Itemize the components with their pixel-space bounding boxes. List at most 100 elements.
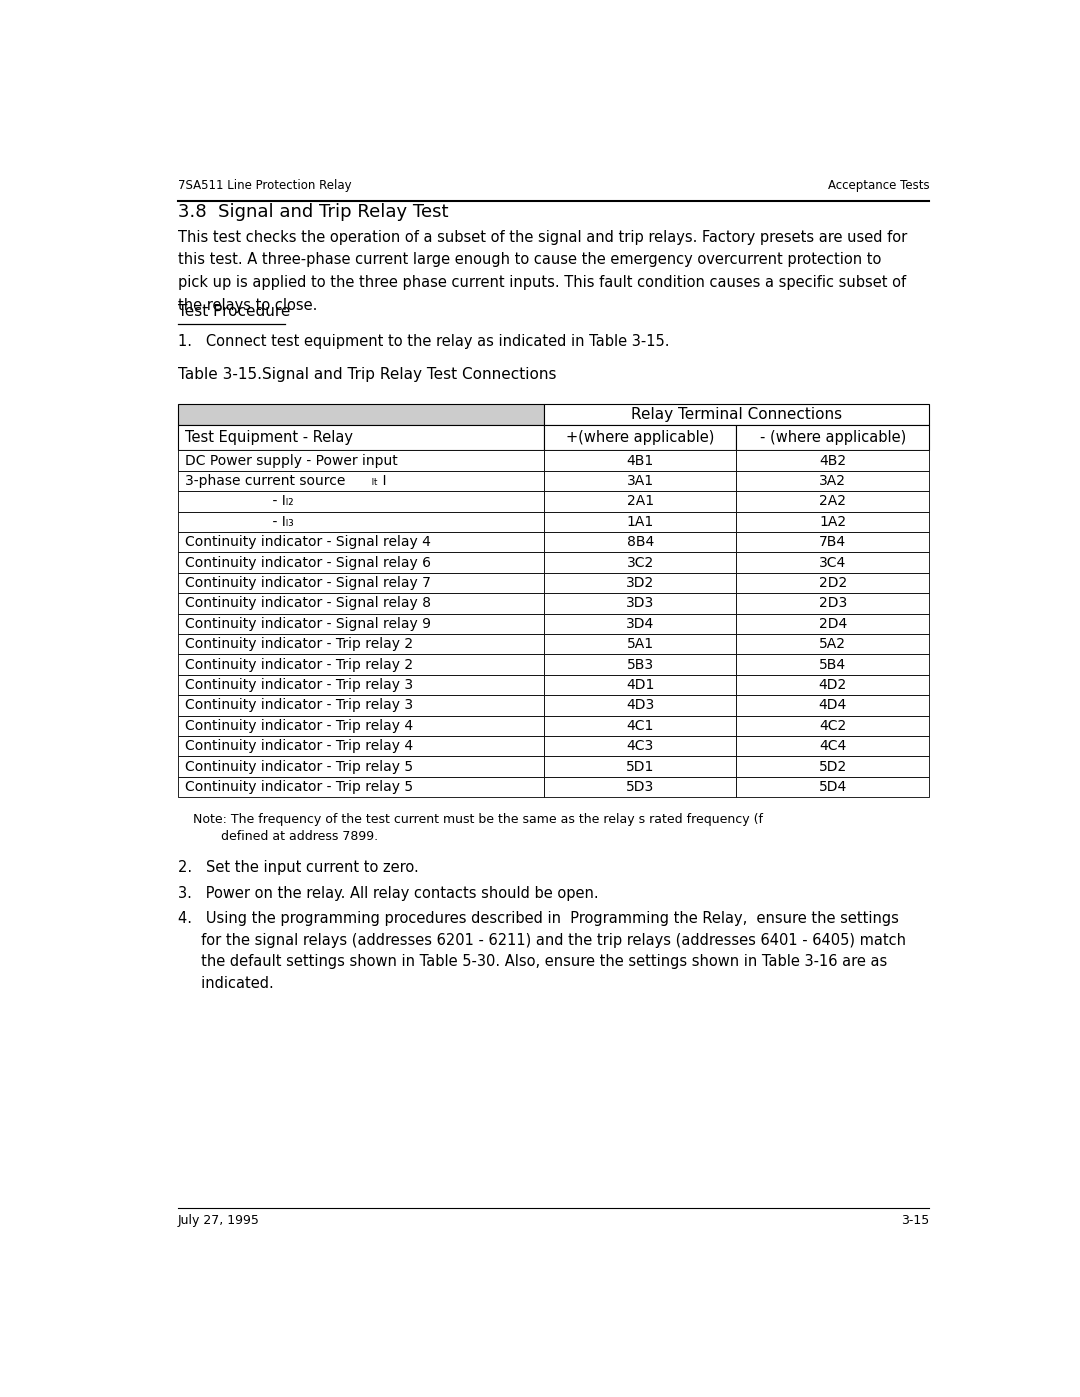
Bar	[737, 426, 930, 450]
Bar	[737, 511, 930, 532]
Text: 2D3: 2D3	[819, 597, 847, 610]
Text: Continuity indicator - Trip relay 5: Continuity indicator - Trip relay 5	[186, 760, 414, 774]
Text: Test Procedure: Test Procedure	[177, 305, 291, 320]
Text: Note: The frequency of the test current must be the same as the relay s rated fr: Note: The frequency of the test current …	[193, 813, 764, 826]
Text: defined at address 7899.: defined at address 7899.	[193, 830, 378, 842]
Text: 2A1: 2A1	[626, 495, 653, 509]
Text: Continuity indicator - Trip relay 2: Continuity indicator - Trip relay 2	[186, 658, 414, 672]
Bar	[544, 613, 737, 634]
Text: 3C4: 3C4	[820, 556, 847, 570]
Text: 5B3: 5B3	[626, 658, 653, 672]
Text: 3.   Power on the relay. All relay contacts should be open.: 3. Power on the relay. All relay contact…	[177, 886, 598, 901]
Text: 3.8  Signal and Trip Relay Test: 3.8 Signal and Trip Relay Test	[177, 203, 448, 221]
Bar	[544, 736, 737, 756]
Bar	[544, 594, 737, 613]
Text: 3A2: 3A2	[820, 474, 847, 488]
Text: 1A2: 1A2	[820, 514, 847, 529]
Text: 5B4: 5B4	[820, 658, 847, 672]
Text: 3-phase current source      ₗₜ I: 3-phase current source ₗₜ I	[186, 474, 387, 488]
Text: Continuity indicator - Trip relay 4: Continuity indicator - Trip relay 4	[186, 719, 414, 733]
Bar	[737, 492, 930, 511]
Bar	[177, 511, 544, 532]
Text: +(where applicable): +(where applicable)	[566, 430, 715, 446]
Text: 5D2: 5D2	[819, 760, 847, 774]
Bar	[177, 777, 544, 798]
Text: Continuity indicator - Trip relay 2: Continuity indicator - Trip relay 2	[186, 637, 414, 651]
Text: 4D2: 4D2	[819, 678, 847, 692]
Bar	[177, 715, 544, 736]
Text: Relay Terminal Connections: Relay Terminal Connections	[631, 408, 842, 422]
Text: Continuity indicator - Signal relay 7: Continuity indicator - Signal relay 7	[186, 576, 431, 590]
Text: Acceptance Tests: Acceptance Tests	[827, 179, 930, 193]
Bar	[544, 511, 737, 532]
Text: 3D3: 3D3	[626, 597, 654, 610]
Bar	[544, 492, 737, 511]
Text: DC Power supply - Power input: DC Power supply - Power input	[186, 454, 399, 468]
Bar	[177, 654, 544, 675]
Text: - Iₗ₃: - Iₗ₃	[186, 514, 294, 529]
Text: 5A1: 5A1	[626, 637, 653, 651]
Bar	[544, 450, 737, 471]
Text: 2.   Set the input current to zero.: 2. Set the input current to zero.	[177, 861, 418, 876]
Text: Continuity indicator - Trip relay 4: Continuity indicator - Trip relay 4	[186, 739, 414, 753]
Bar	[177, 404, 544, 426]
Text: 5D4: 5D4	[819, 780, 847, 793]
Text: 7SA511 Line Protection Relay: 7SA511 Line Protection Relay	[177, 179, 351, 193]
Bar	[177, 613, 544, 634]
Bar	[177, 736, 544, 756]
Text: 2D4: 2D4	[819, 617, 847, 631]
Text: Table 3-15.Signal and Trip Relay Test Connections: Table 3-15.Signal and Trip Relay Test Co…	[177, 367, 556, 383]
Bar	[737, 654, 930, 675]
Text: 4.   Using the programming procedures described in  Programming the Relay,  ensu: 4. Using the programming procedures desc…	[177, 911, 899, 926]
Text: 3A1: 3A1	[626, 474, 653, 488]
Text: 4C1: 4C1	[626, 719, 654, 733]
Bar	[737, 634, 930, 654]
Bar	[737, 736, 930, 756]
Bar	[737, 450, 930, 471]
Text: indicated.: indicated.	[177, 977, 273, 990]
Text: 2D2: 2D2	[819, 576, 847, 590]
Bar	[737, 552, 930, 573]
Bar	[544, 715, 737, 736]
Bar	[737, 777, 930, 798]
Text: 5D1: 5D1	[626, 760, 654, 774]
Text: 4C3: 4C3	[626, 739, 653, 753]
Bar	[177, 756, 544, 777]
Bar	[177, 696, 544, 715]
Text: 1A1: 1A1	[626, 514, 653, 529]
Text: 3D2: 3D2	[626, 576, 654, 590]
Bar	[737, 715, 930, 736]
Bar	[177, 594, 544, 613]
Text: pick up is applied to the three phase current inputs. This fault condition cause: pick up is applied to the three phase cu…	[177, 275, 906, 291]
Bar	[177, 634, 544, 654]
Bar	[177, 450, 544, 471]
Bar	[544, 696, 737, 715]
Bar	[177, 675, 544, 696]
Text: 4D4: 4D4	[819, 698, 847, 712]
Bar	[177, 552, 544, 573]
Bar	[544, 532, 737, 552]
Text: Continuity indicator - Signal relay 8: Continuity indicator - Signal relay 8	[186, 597, 431, 610]
Text: 5D3: 5D3	[626, 780, 654, 793]
Text: - Iₗ₂: - Iₗ₂	[186, 495, 294, 509]
Text: 4B2: 4B2	[820, 454, 847, 468]
Text: This test checks the operation of a subset of the signal and trip relays. Factor: This test checks the operation of a subs…	[177, 229, 907, 244]
Text: Continuity indicator - Signal relay 9: Continuity indicator - Signal relay 9	[186, 617, 431, 631]
Text: 4D3: 4D3	[626, 698, 654, 712]
Bar	[737, 756, 930, 777]
Text: Test Equipment - Relay: Test Equipment - Relay	[186, 430, 353, 446]
Text: 3-15: 3-15	[901, 1214, 930, 1227]
Text: 4C2: 4C2	[820, 719, 847, 733]
Text: 8B4: 8B4	[626, 535, 653, 549]
Text: 3C2: 3C2	[626, 556, 653, 570]
Bar	[544, 654, 737, 675]
Text: Continuity indicator - Trip relay 5: Continuity indicator - Trip relay 5	[186, 780, 414, 793]
Bar	[177, 426, 544, 450]
Bar	[544, 552, 737, 573]
Text: 4D1: 4D1	[626, 678, 654, 692]
Text: the default settings shown in Table 5-30. Also, ensure the settings shown in Tab: the default settings shown in Table 5-30…	[177, 954, 887, 970]
Bar	[544, 675, 737, 696]
Bar	[177, 573, 544, 594]
Text: 5A2: 5A2	[820, 637, 847, 651]
Bar	[544, 777, 737, 798]
